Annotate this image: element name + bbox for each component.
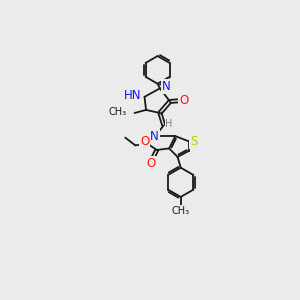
Text: HN: HN <box>124 89 141 102</box>
Text: O: O <box>147 157 156 169</box>
Text: N: N <box>162 80 171 93</box>
Text: S: S <box>190 135 197 148</box>
Text: H: H <box>166 119 173 129</box>
Text: O: O <box>179 94 188 107</box>
Text: CH₃: CH₃ <box>109 107 127 117</box>
Text: N: N <box>150 130 159 143</box>
Text: O: O <box>140 135 149 148</box>
Text: CH₃: CH₃ <box>172 206 190 216</box>
